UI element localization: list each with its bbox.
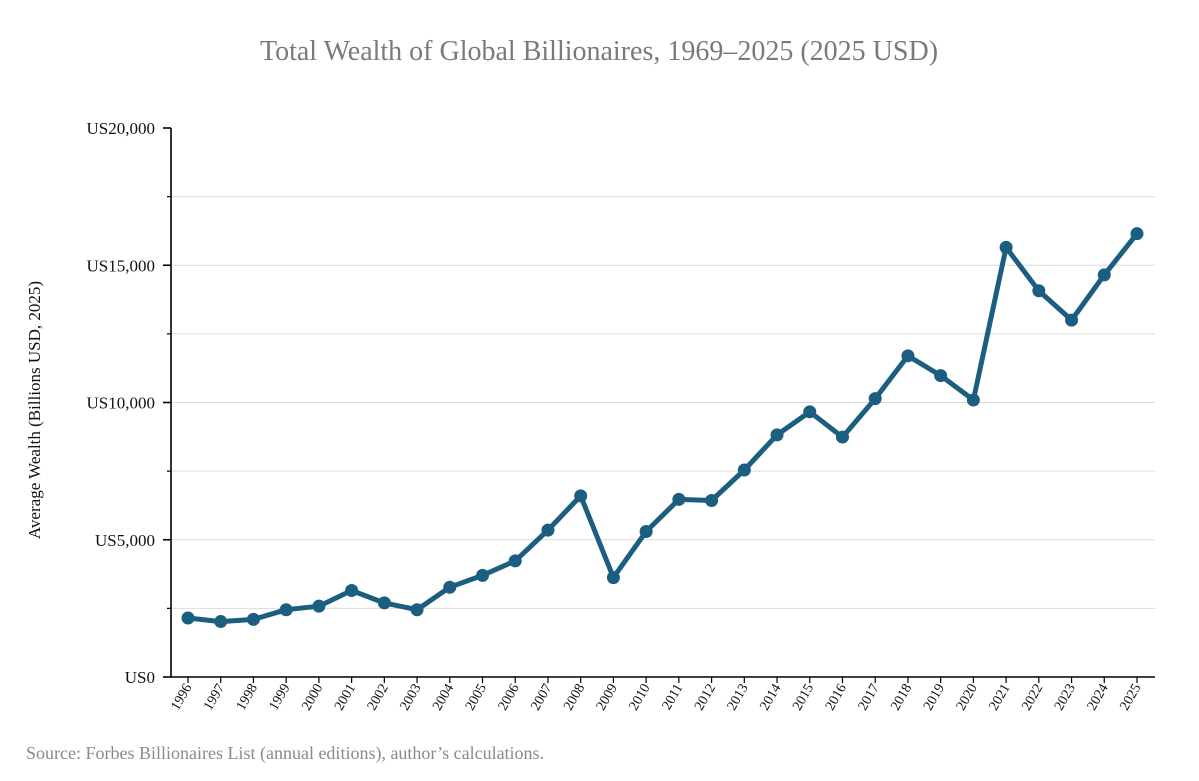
x-tick-label: 2015 — [790, 682, 817, 714]
data-point-2015 — [803, 405, 817, 419]
x-tick-label: 1996 — [168, 682, 195, 714]
x-tick-label: 2006 — [496, 682, 523, 714]
data-point-2007 — [541, 523, 555, 537]
series-line — [185, 231, 1140, 625]
x-tick-label: 2012 — [692, 682, 719, 714]
x-tick-label: 2021 — [987, 682, 1014, 714]
data-point-2020 — [966, 393, 980, 407]
x-axis-ticks: 1996 1997 1998 1999 2000 2001 2002 2003 2004 2005… — [168, 677, 1144, 713]
x-tick-label: 2016 — [823, 682, 850, 714]
source-note: Source: Forbes Billionaires List (annual… — [26, 743, 544, 764]
x-tick-label: 1998 — [234, 682, 261, 714]
data-point-1999 — [279, 603, 293, 617]
chart-title: Total Wealth of Global Billionaires, 196… — [260, 36, 938, 67]
data-point-2017 — [868, 392, 882, 406]
data-point-2024 — [1097, 268, 1111, 282]
x-tick-label: 2017 — [856, 682, 883, 714]
x-tick-label: 2025 — [1117, 682, 1144, 714]
y-tick-label: US0 — [125, 668, 155, 687]
data-point-2011 — [672, 492, 686, 506]
x-tick-label: 2022 — [1019, 682, 1046, 714]
x-tick-label: 2009 — [594, 682, 621, 714]
x-tick-label: 2007 — [528, 682, 555, 714]
x-tick-label: 2023 — [1052, 682, 1079, 714]
x-tick-label: 2010 — [627, 682, 654, 714]
data-point-2025 — [1130, 227, 1144, 241]
data-point-2019 — [934, 369, 948, 383]
x-tick-label: 2014 — [758, 682, 785, 714]
data-point-2010 — [639, 525, 653, 539]
x-tick-label: 1999 — [267, 682, 294, 714]
data-point-2023 — [1065, 313, 1079, 327]
data-point-2008 — [574, 489, 588, 503]
x-tick-label: 2018 — [888, 682, 915, 714]
y-tick-label: US10,000 — [87, 394, 155, 413]
data-point-1997 — [214, 615, 228, 629]
x-tick-label: 2004 — [430, 682, 457, 714]
data-point-2013 — [737, 463, 751, 477]
x-tick-label: 2000 — [299, 682, 326, 714]
y-axis-ticks: US0 US5,000 US10,000 US15,000 US20,000 — [87, 119, 171, 687]
data-point-2014 — [770, 428, 784, 442]
data-point-2004 — [443, 580, 457, 594]
data-point-2003 — [410, 603, 424, 617]
x-tick-label: 2005 — [463, 682, 490, 714]
x-tick-label: 2008 — [561, 682, 588, 714]
x-tick-label: 2011 — [660, 682, 687, 713]
x-tick-label: 2020 — [954, 682, 981, 714]
data-point-2021 — [999, 240, 1013, 254]
data-point-2022 — [1032, 284, 1046, 298]
x-tick-label: 2003 — [398, 682, 425, 714]
data-point-2012 — [705, 493, 719, 507]
data-point-2002 — [377, 596, 391, 610]
data-point-1996 — [181, 611, 195, 625]
data-point-2016 — [835, 430, 849, 444]
x-tick-label: 2013 — [725, 682, 752, 714]
y-tick-label: US15,000 — [87, 256, 155, 275]
data-point-2018 — [901, 349, 915, 363]
data-point-2009 — [606, 571, 620, 585]
series-group — [181, 227, 1144, 629]
data-point-1998 — [246, 612, 260, 626]
y-tick-label: US20,000 — [87, 119, 155, 138]
x-tick-label: 2019 — [921, 682, 948, 714]
y-axis-label: Average Wealth (Billions USD, 2025) — [25, 281, 44, 539]
x-tick-label: 2001 — [332, 682, 359, 714]
data-point-2005 — [476, 568, 490, 582]
x-tick-label: 2002 — [365, 682, 392, 714]
data-point-2001 — [345, 584, 359, 598]
y-tick-label: US5,000 — [95, 531, 155, 550]
x-tick-label: 2024 — [1085, 682, 1112, 714]
x-tick-label: 1997 — [201, 682, 228, 714]
gridlines — [171, 196, 1155, 609]
data-point-2006 — [508, 554, 522, 568]
data-point-2000 — [312, 599, 326, 613]
